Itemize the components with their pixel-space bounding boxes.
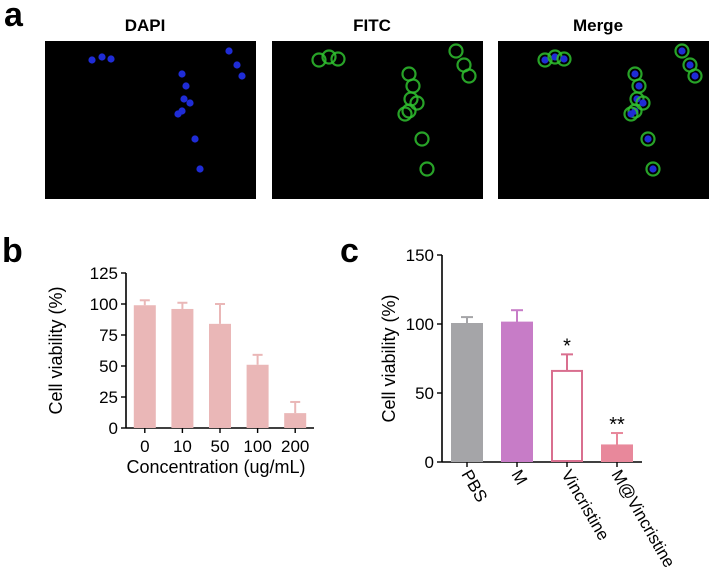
y-tick-label: 100: [90, 295, 118, 314]
y-tick-label: 150: [406, 246, 434, 265]
dapi-nucleus: [178, 70, 186, 78]
dapi-nucleus: [686, 61, 694, 69]
y-tick-label: 0: [425, 453, 434, 472]
fitc-cell: [401, 103, 417, 119]
chart-c: 0 50 100 150 PBS M * Vincristine ** M@Vincristine…: [379, 246, 679, 571]
dapi-nucleus: [627, 110, 635, 118]
x-tick-label: 50: [211, 437, 230, 456]
panel-a-letter: a: [4, 0, 23, 34]
dapi-nucleus: [107, 55, 115, 63]
dapi-image: [45, 41, 256, 199]
bar: [171, 308, 194, 428]
dapi-nucleus: [238, 72, 246, 80]
fitc-cell: [419, 161, 435, 177]
fitc-cell: [674, 43, 690, 59]
fitc-cell: [321, 49, 337, 65]
x-tick-label: PBS: [458, 467, 491, 506]
dapi-nucleus: [182, 82, 190, 90]
fitc-cell: [414, 131, 430, 147]
x-tick-label: 10: [173, 437, 192, 456]
fitc-cell: [397, 106, 413, 122]
bar: [601, 444, 633, 463]
x-tick-label: M: [508, 467, 532, 489]
fitc-cell: [409, 95, 425, 111]
x-axis-label: Concentration (ug/mL): [126, 457, 305, 477]
bar: [284, 413, 307, 428]
x-tick-label: Vincristine: [558, 467, 614, 544]
bar: [133, 305, 156, 428]
fitc-cell: [556, 51, 572, 67]
dapi-nucleus: [196, 165, 204, 173]
fitc-cell: [627, 103, 643, 119]
fitc-cell: [623, 106, 639, 122]
y-tick-label: 25: [99, 388, 118, 407]
fitc-cell: [635, 95, 651, 111]
significance-label: *: [563, 335, 571, 357]
x-tick-label: 100: [243, 437, 271, 456]
y-tick-label: 75: [99, 326, 118, 345]
dapi-nucleus: [88, 56, 96, 64]
bar: [451, 323, 483, 462]
dapi-nucleus: [644, 135, 652, 143]
fitc-cell: [461, 68, 477, 84]
y-tick-label: 50: [415, 384, 434, 403]
fitc-label: FITC: [353, 16, 391, 35]
dapi-nucleus: [191, 135, 199, 143]
bar: [209, 323, 231, 428]
fitc-cell: [645, 161, 661, 177]
dapi-nucleus: [98, 53, 106, 61]
merge-image: [498, 41, 709, 199]
fitc-cell: [687, 68, 703, 84]
panel-c-letter: c: [340, 232, 359, 270]
x-tick-label: 200: [281, 437, 309, 456]
y-axis-label: Cell viability (%): [46, 286, 66, 414]
significance-label: **: [609, 414, 625, 436]
dapi-nucleus: [639, 99, 647, 107]
dapi-nucleus: [631, 70, 639, 78]
dapi-nucleus: [186, 99, 194, 107]
y-tick-label: 125: [90, 264, 118, 283]
dapi-nucleus: [180, 95, 188, 103]
y-tick-label: 50: [99, 357, 118, 376]
dapi-nucleus: [649, 165, 657, 173]
fitc-cell: [640, 131, 656, 147]
bar: [501, 321, 533, 463]
chart-b: 0 25 50 75 100 125 0 10 50 100 200 Cell viability (…: [46, 264, 314, 477]
fitc-cell: [405, 78, 421, 94]
bar: [551, 369, 583, 462]
dapi-nucleus: [635, 82, 643, 90]
dapi-nucleus: [678, 47, 686, 55]
y-tick-label: 100: [406, 315, 434, 334]
dapi-nucleus: [541, 56, 549, 64]
dapi-nucleus: [691, 72, 699, 80]
x-tick-label: 0: [140, 437, 149, 456]
y-axis-label: Cell viability (%): [379, 294, 399, 422]
x-tick-label: M@Vincristine: [608, 467, 679, 571]
dapi-label: DAPI: [124, 16, 166, 35]
dapi-nucleus: [225, 47, 233, 55]
fitc-cell: [311, 52, 327, 68]
fitc-cell: [330, 51, 346, 67]
merge-label: Merge: [572, 16, 624, 35]
bar: [246, 364, 269, 428]
dapi-nucleus: [560, 55, 568, 63]
dapi-nucleus: [174, 110, 182, 118]
dapi-nucleus: [233, 61, 241, 69]
fitc-image: [272, 41, 483, 199]
fitc-cell: [537, 52, 553, 68]
y-tick-label: 0: [109, 419, 118, 438]
fitc-cell: [448, 43, 464, 59]
panel-b-letter: b: [2, 232, 23, 270]
